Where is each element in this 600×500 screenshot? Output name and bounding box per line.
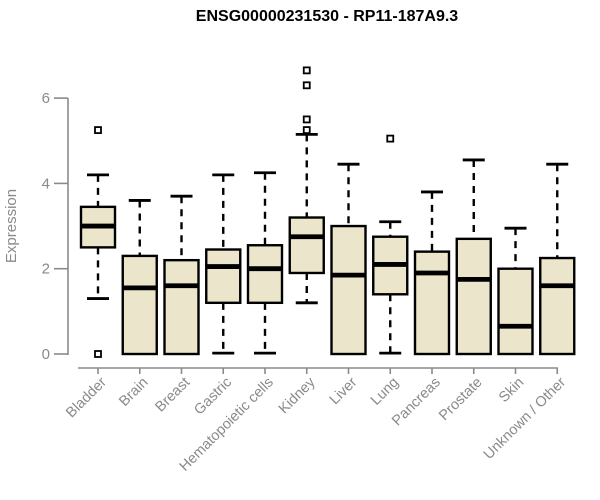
box-rect [288, 216, 325, 275]
outlier-point [94, 126, 102, 134]
box-rect [330, 224, 367, 356]
box-rect [413, 250, 451, 356]
y-tick-label-3: 6 [42, 90, 50, 107]
box-rect [539, 256, 576, 356]
box-rect [497, 267, 534, 356]
x-category-label-brain: Brain [116, 375, 151, 410]
x-category-label-prostate: Prostate [436, 375, 485, 424]
box-rect [246, 244, 284, 305]
box-rect [121, 254, 158, 356]
outlier-point [302, 66, 311, 75]
outlier-point [302, 126, 311, 134]
outlier-point [386, 134, 395, 143]
x-category-label-liver: Liver [327, 374, 361, 408]
x-category-label-breast: Breast [152, 375, 193, 416]
box-rect [163, 258, 200, 356]
y-tick-label-2: 4 [42, 175, 50, 192]
x-category-label-skin: Skin [496, 375, 527, 406]
y-tick-label-1: 2 [42, 261, 50, 278]
outlier-point [302, 115, 311, 124]
y-axis-title: Expression [3, 188, 20, 264]
x-category-label-kidney: Kidney [276, 374, 319, 417]
chart-title: ENSG00000231530 - RP11-187A9.3 [195, 8, 459, 25]
outlier-point [302, 81, 311, 90]
box-rect [455, 237, 492, 356]
outlier-point [94, 350, 102, 358]
y-tick-label-0: 0 [42, 346, 50, 363]
x-category-label-bladder: Bladder [63, 374, 110, 421]
box-rect [205, 248, 242, 305]
x-category-label-lung: Lung [368, 375, 402, 409]
